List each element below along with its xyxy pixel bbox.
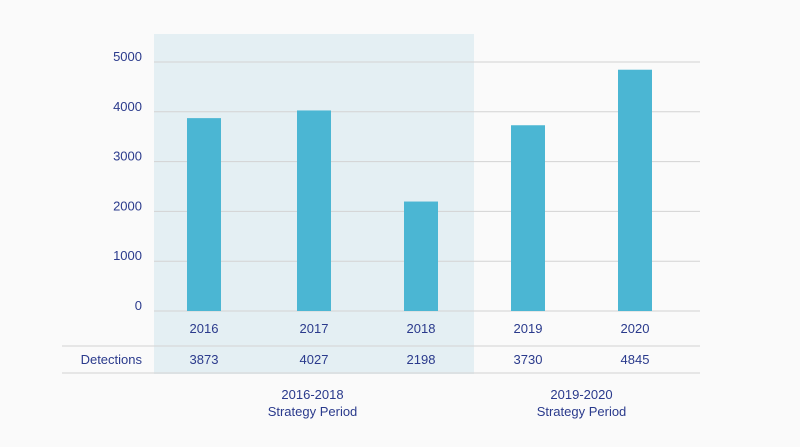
x-tick-label: 2020 (621, 321, 650, 336)
x-tick-label: 2018 (407, 321, 436, 336)
table-values: 3873 4027 2198 3730 4845 (190, 352, 650, 367)
period-label-line2: Strategy Period (268, 404, 358, 419)
y-tick-label: 5000 (113, 49, 142, 64)
data-table: Detections 3873 4027 2198 3730 4845 (62, 345, 700, 374)
x-tick-label: 2019 (514, 321, 543, 336)
period-label-line2: Strategy Period (537, 404, 627, 419)
y-axis-ticks: 0 1000 2000 3000 4000 5000 (113, 49, 142, 313)
category-labels: 2016 2017 2018 2019 2020 (190, 321, 650, 336)
table-value: 4027 (300, 352, 329, 367)
table-value: 3730 (514, 352, 543, 367)
bar-2019 (511, 125, 545, 311)
table-value: 3873 (190, 352, 219, 367)
table-value: 4845 (621, 352, 650, 367)
y-tick-label: 0 (135, 298, 142, 313)
bar-2016 (187, 118, 221, 311)
period-label-line1: 2019-2020 (550, 387, 612, 402)
y-tick-label: 1000 (113, 248, 142, 263)
period-label-line1: 2016-2018 (281, 387, 343, 402)
table-row-label: Detections (81, 352, 143, 367)
y-tick-label: 2000 (113, 198, 142, 213)
table-value: 2198 (407, 352, 436, 367)
y-tick-label: 4000 (113, 99, 142, 114)
y-tick-label: 3000 (113, 149, 142, 164)
x-tick-label: 2017 (300, 321, 329, 336)
bar-2020 (618, 69, 652, 312)
bar-2018 (404, 201, 438, 311)
bars (187, 69, 652, 312)
period-labels: 2016-2018 Strategy Period 2019-2020 Strateg… (268, 387, 627, 419)
bar-2017 (297, 110, 331, 311)
x-tick-label: 2016 (190, 321, 219, 336)
